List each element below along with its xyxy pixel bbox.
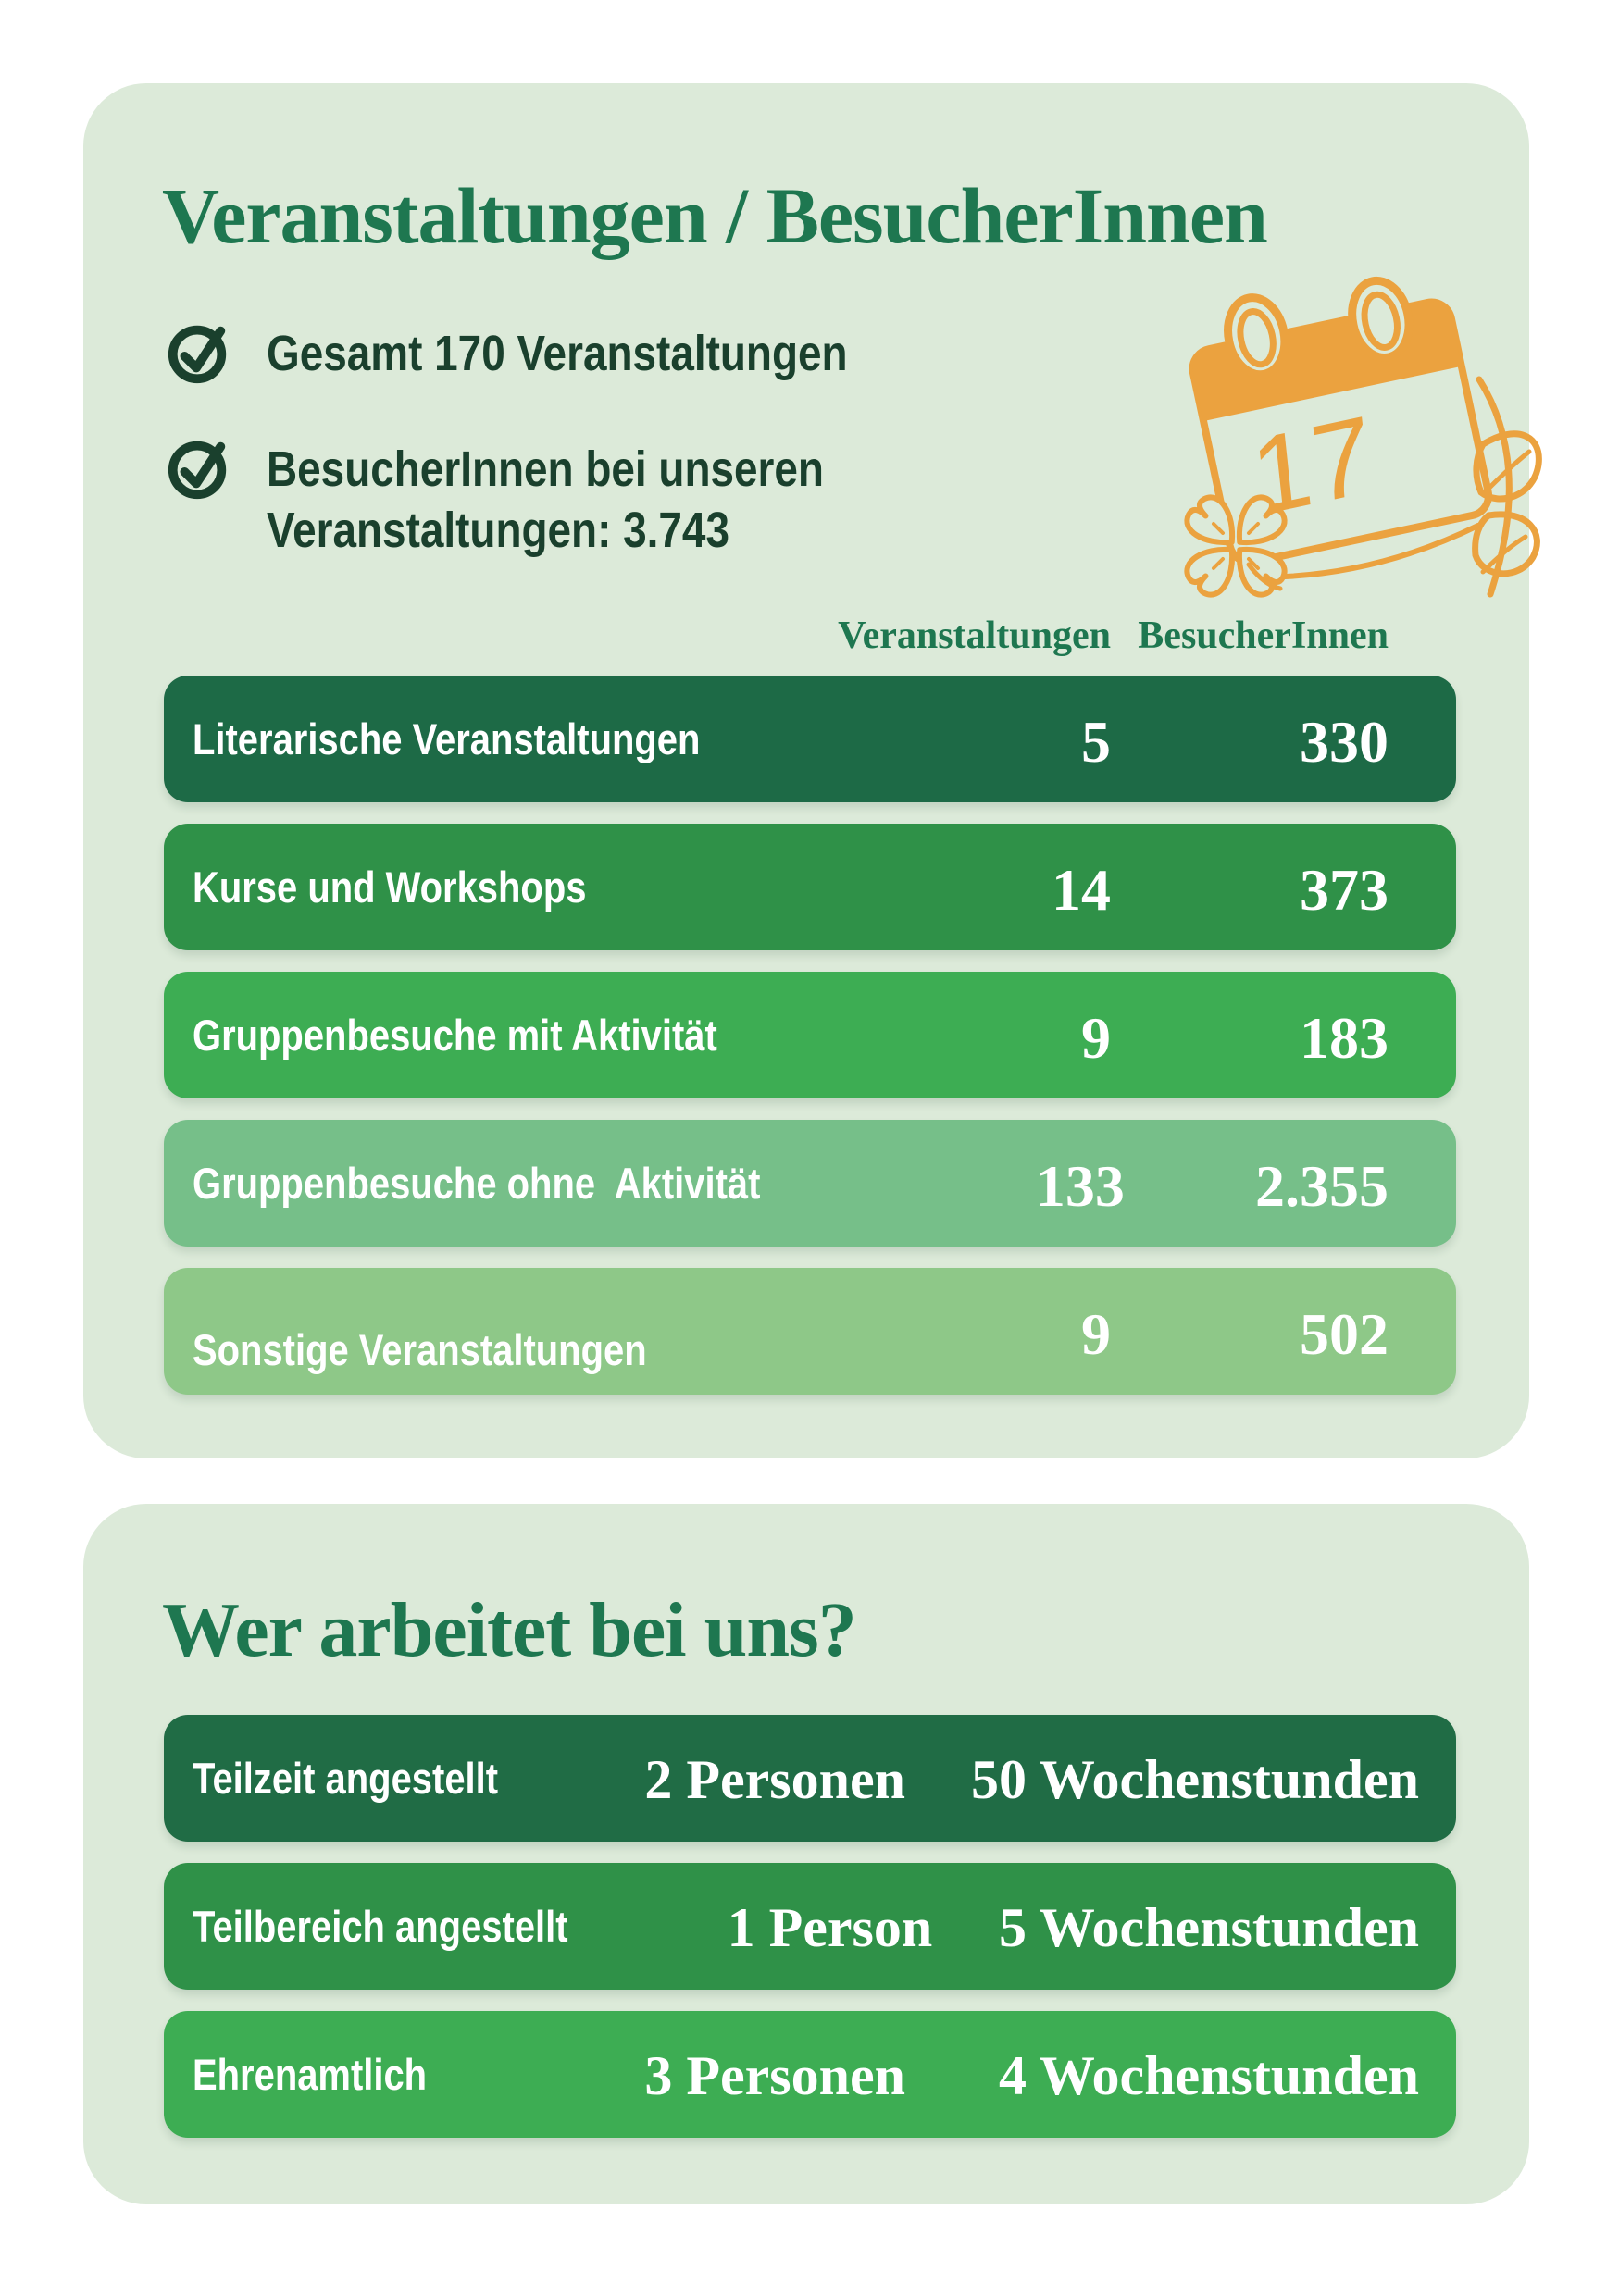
staff-card-title: Wer arbeitet bei uns? [162, 1587, 857, 1673]
staff-hours: 4 Wochenstunden [998, 2045, 1419, 2106]
event-row-kurse: Kurse und Workshops 14 373 [164, 824, 1456, 950]
event-row-label: Sonstige Veranstaltungen [193, 1324, 647, 1374]
event-count: 5 [1081, 708, 1111, 775]
events-card: Veranstaltungen / BesucherInnen Gesamt 1… [83, 83, 1542, 1458]
event-row-label: Literarische Veranstaltungen [193, 714, 701, 763]
calendar-illustration: 17 [1184, 276, 1542, 598]
table-header-row: Veranstaltungen BesucherInnen [164, 587, 1456, 655]
event-row-gruppen-mit: Gruppenbesuche mit Aktivität 9 183 [164, 972, 1456, 1098]
event-row-sonstige: Sonstige Veranstaltungen 9 502 [164, 1268, 1456, 1395]
check-circle-icon [168, 441, 227, 500]
event-count: 9 [1081, 1004, 1111, 1071]
staff-row-label: Teilbereich angestellt [193, 1901, 568, 1951]
event-count: 133 [1035, 1152, 1125, 1219]
visitor-count: 183 [1300, 1004, 1389, 1071]
event-row-literarische: Literarische Veranstaltungen 5 330 [164, 676, 1456, 802]
staff-persons: 2 Personen [644, 1749, 905, 1810]
event-row-label: Kurse und Workshops [193, 862, 587, 912]
visitor-count: 373 [1300, 856, 1389, 923]
event-row-label: Gruppenbesuche ohne Aktivität [193, 1158, 761, 1208]
events-card-title: Veranstaltungen / BesucherInnen [162, 171, 1268, 260]
staff-row-ehrenamtlich: Ehrenamtlich 3 Personen 4 Wochenstunden [164, 2011, 1456, 2138]
staff-row-teilzeit: Teilzeit angestellt 2 Personen 50 Wochen… [164, 1715, 1456, 1842]
visitor-count: 502 [1300, 1300, 1389, 1367]
staff-persons: 3 Personen [644, 2045, 905, 2106]
staff-card: Wer arbeitet bei uns? Teilzeit angestell… [83, 1504, 1529, 2204]
column-header-events: Veranstaltungen [838, 614, 1111, 657]
total-visitors-text: BesucherInnen bei unseren Veranstaltunge… [267, 441, 824, 558]
event-count: 9 [1081, 1300, 1111, 1367]
bullet-total-events: Gesamt 170 Veranstaltungen [164, 317, 950, 386]
check-circle-icon [168, 325, 227, 384]
total-events-text: Gesamt 170 Veranstaltungen [267, 326, 848, 381]
staff-persons: 1 Person [727, 1897, 933, 1958]
visitor-count: 330 [1300, 708, 1389, 775]
event-count: 14 [1052, 856, 1111, 923]
staff-row-teilbereich: Teilbereich angestellt 1 Person 5 Wochen… [164, 1863, 1456, 1990]
event-row-label: Gruppenbesuche mit Aktivität [193, 1010, 717, 1060]
visitor-count: 2.355 [1254, 1152, 1389, 1219]
staff-hours: 5 Wochenstunden [998, 1897, 1419, 1958]
bullet-total-visitors: BesucherInnen bei unseren Veranstaltunge… [164, 433, 922, 561]
staff-hours: 50 Wochenstunden [970, 1749, 1419, 1810]
column-header-visitors: BesucherInnen [1138, 614, 1389, 657]
staff-row-label: Ehrenamtlich [193, 2049, 428, 2099]
event-row-gruppen-ohne: Gruppenbesuche ohne Aktivität 133 2.355 [164, 1120, 1456, 1247]
staff-row-label: Teilzeit angestellt [193, 1753, 499, 1803]
